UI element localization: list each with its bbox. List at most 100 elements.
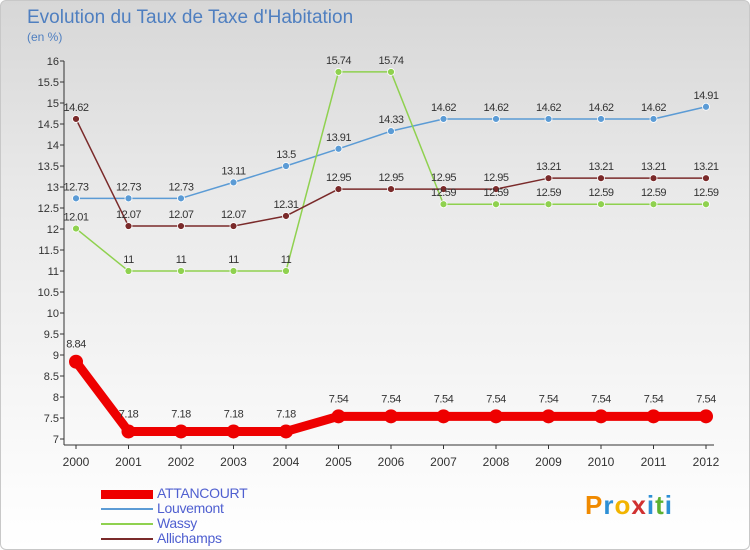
data-label: 12.95 xyxy=(483,172,508,184)
proxiti-logo: Proxiti xyxy=(585,490,673,521)
data-label: 7.54 xyxy=(434,393,454,405)
data-label: 12.59 xyxy=(693,187,718,199)
legend-swatch xyxy=(101,489,153,499)
legend-swatch xyxy=(101,523,153,525)
y-tick-label: 15.5 xyxy=(38,77,59,89)
data-label: 7.18 xyxy=(171,408,191,420)
data-point xyxy=(439,200,448,209)
data-label: 13.21 xyxy=(588,161,613,173)
data-label: 7.54 xyxy=(696,393,716,405)
x-tick-label: 2011 xyxy=(641,455,667,469)
data-point xyxy=(649,174,658,183)
data-point xyxy=(702,200,710,209)
data-point xyxy=(282,267,290,275)
data-label: 12.59 xyxy=(431,187,456,199)
data-label: 11 xyxy=(281,254,292,266)
y-tick-label: 10.5 xyxy=(38,287,59,299)
y-tick-label: 10 xyxy=(47,308,59,320)
data-label: 7.54 xyxy=(381,393,401,405)
y-tick-label: 9.5 xyxy=(44,329,59,341)
data-label: 12.59 xyxy=(536,187,561,199)
x-tick-label: 2004 xyxy=(273,455,300,469)
data-point xyxy=(72,224,80,233)
data-point xyxy=(334,185,343,194)
data-point xyxy=(387,185,395,194)
x-tick-label: 2010 xyxy=(588,455,615,469)
legend-label: Wassy xyxy=(157,515,197,531)
data-point xyxy=(387,68,395,76)
data-label: 13.11 xyxy=(221,165,246,177)
data-label: 12.07 xyxy=(168,209,193,221)
data-point xyxy=(594,409,608,424)
data-point xyxy=(282,162,290,170)
data-label: 7.18 xyxy=(224,408,244,420)
logo-letter: i xyxy=(664,490,673,520)
data-label: 11 xyxy=(176,254,187,266)
data-point xyxy=(649,200,658,209)
data-point xyxy=(177,222,185,230)
data-label: 13.91 xyxy=(326,132,351,144)
data-label: 12.73 xyxy=(63,181,88,193)
logo-letter: t xyxy=(655,490,665,520)
data-point xyxy=(436,409,451,424)
data-label: 7.54 xyxy=(539,393,559,405)
data-point xyxy=(439,185,448,194)
x-tick-label: 2000 xyxy=(63,455,90,469)
logo-letter: P xyxy=(585,490,604,520)
data-point xyxy=(544,174,553,183)
data-label: 7.54 xyxy=(591,393,611,405)
data-point xyxy=(702,102,710,111)
data-point xyxy=(544,200,553,209)
data-label: 12.07 xyxy=(116,209,141,221)
data-label: 14.62 xyxy=(431,102,456,114)
data-point xyxy=(177,194,185,203)
data-label: 12.01 xyxy=(63,212,88,224)
data-point xyxy=(384,409,398,424)
data-label: 12.95 xyxy=(326,172,351,184)
data-label: 12.95 xyxy=(431,172,456,184)
logo-letter: r xyxy=(603,490,615,520)
x-tick-label: 2001 xyxy=(115,455,142,469)
x-tick-label: 2012 xyxy=(693,455,720,469)
legend-label: Louvemont xyxy=(157,500,224,516)
data-label: 14.62 xyxy=(588,102,613,114)
data-point xyxy=(124,194,133,203)
data-label: 13.5 xyxy=(276,149,296,161)
data-point xyxy=(597,115,605,123)
data-point xyxy=(387,127,395,136)
x-tick-label: 2007 xyxy=(430,455,457,469)
data-point xyxy=(597,174,605,183)
data-label: 13.21 xyxy=(641,161,666,173)
y-tick-label: 12.5 xyxy=(38,203,59,215)
data-label: 7.18 xyxy=(119,408,139,420)
data-label: 7.54 xyxy=(329,393,349,405)
data-point xyxy=(229,222,238,230)
data-point xyxy=(177,267,185,275)
y-tick-label: 13.5 xyxy=(38,161,59,173)
data-point xyxy=(174,424,188,439)
data-label: 14.91 xyxy=(693,90,718,102)
y-tick-label: 11 xyxy=(48,266,59,278)
data-label: 14.33 xyxy=(378,114,403,126)
data-point xyxy=(121,424,136,439)
x-tick-label: 2006 xyxy=(378,455,405,469)
data-point xyxy=(282,212,290,220)
chart-title: Evolution du Taux de Taxe d'Habitation xyxy=(27,7,354,28)
data-point xyxy=(229,178,238,187)
data-label: 14.62 xyxy=(63,102,88,114)
y-tick-label: 7.5 xyxy=(44,413,59,425)
logo-letter: x xyxy=(631,490,647,520)
data-label: 13.21 xyxy=(693,161,718,173)
data-point xyxy=(492,185,500,194)
data-label: 15.74 xyxy=(326,55,351,67)
data-label: 11 xyxy=(123,254,134,266)
data-point xyxy=(124,222,133,230)
data-point xyxy=(649,115,658,123)
y-tick-label: 14 xyxy=(47,140,59,152)
data-point xyxy=(226,424,241,439)
data-label: 14.62 xyxy=(641,102,666,114)
data-label: 15.74 xyxy=(378,55,403,67)
chart-subtitle: (en %) xyxy=(27,30,63,44)
data-point xyxy=(439,115,448,123)
